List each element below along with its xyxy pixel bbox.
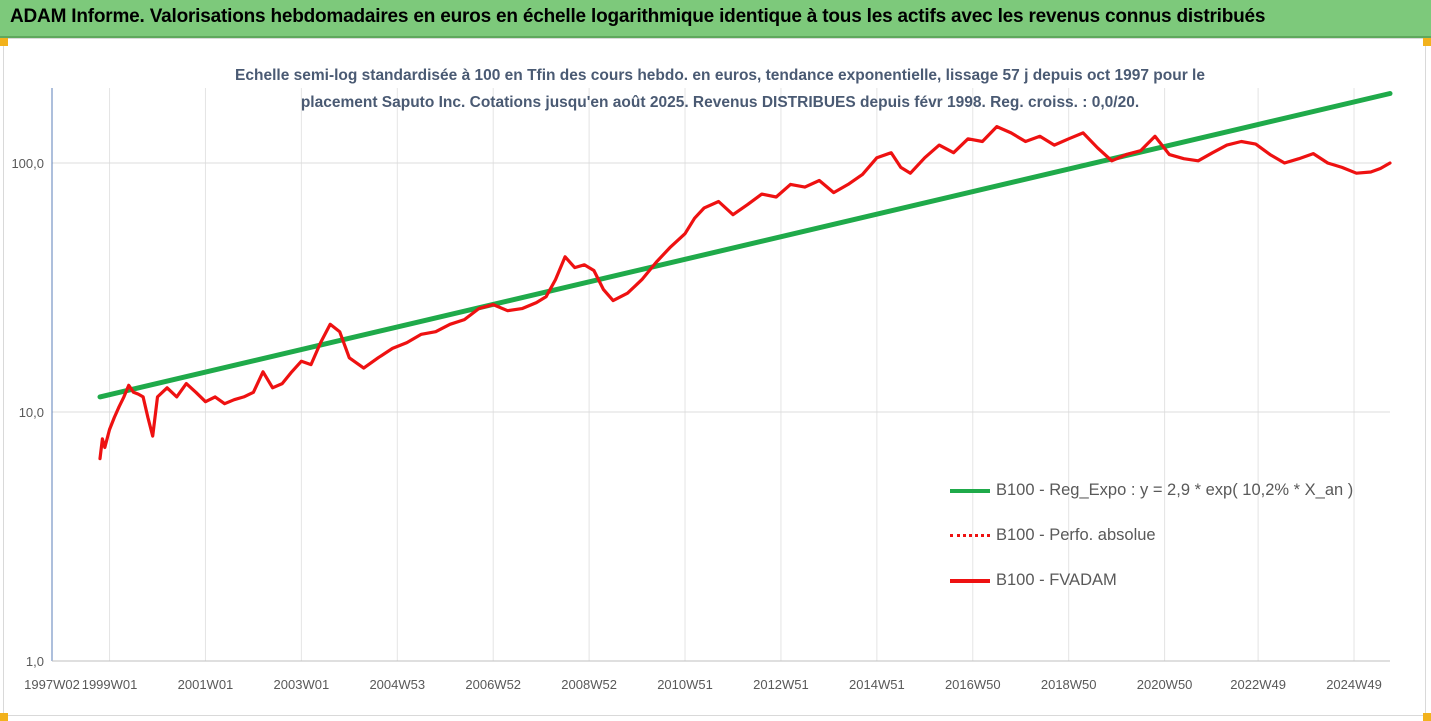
corner-marker-top-right — [1423, 38, 1431, 46]
chart-subtitle-line-2: placement Saputo Inc. Cotations jusqu'en… — [300, 94, 1140, 111]
regression-line — [97, 91, 1393, 400]
legend-swatch-regression — [950, 489, 990, 493]
x-tick-label: 2010W51 — [657, 677, 713, 692]
x-tick-label: 1997W02 — [24, 677, 80, 692]
banner-title: ADAM Informe. Valorisations hebdomadaire… — [10, 6, 1266, 27]
x-tick-label: 2001W01 — [178, 677, 234, 692]
chart-legend: B100 - Reg_Expo : y = 2,9 * exp( 10,2% *… — [950, 478, 1390, 613]
x-tick-label: 2003W01 — [274, 677, 330, 692]
x-tick-label: 2008W52 — [561, 677, 617, 692]
legend-label-regression: B100 - Reg_Expo : y = 2,9 * exp( 10,2% *… — [996, 481, 1354, 499]
legend-swatch-perfo — [950, 534, 990, 537]
chart-subtitle: Echelle semi-log standardisée à 100 en T… — [120, 62, 1320, 116]
x-axis-ticks: 1997W02 1999W01 2001W01 2003W01 2004W53 2006W… — [24, 677, 1382, 692]
corner-marker-bottom-left — [0, 713, 8, 721]
x-tick-label: 2004W53 — [369, 677, 425, 692]
x-tick-label: 2020W50 — [1137, 677, 1193, 692]
fvadam-series-line — [98, 125, 1392, 461]
chart-subtitle-line-1: Echelle semi-log standardisée à 100 en T… — [235, 67, 1205, 84]
x-tick-label: 1999W01 — [82, 677, 138, 692]
title-banner: ADAM Informe. Valorisations hebdomadaire… — [0, 0, 1431, 38]
corner-marker-top-left — [0, 38, 8, 46]
x-tick-label: 2018W50 — [1041, 677, 1097, 692]
legend-swatch-fvadam — [950, 579, 990, 583]
x-tick-label: 2012W51 — [753, 677, 809, 692]
legend-item-fvadam: B100 - FVADAM — [950, 568, 1390, 613]
x-tick-label: 2024W49 — [1326, 677, 1382, 692]
corner-marker-bottom-right — [1423, 713, 1431, 721]
y-axis-ticks: 1,0 10,0 100,0 — [11, 156, 44, 669]
y-tick-label: 1,0 — [26, 654, 44, 669]
y-tick-label: 100,0 — [11, 156, 44, 171]
x-tick-label: 2006W52 — [465, 677, 521, 692]
x-tick-label: 2014W51 — [849, 677, 905, 692]
grid-lines — [51, 88, 1390, 662]
y-tick-label: 10,0 — [19, 405, 44, 420]
legend-label-perfo: B100 - Perfo. absolue — [996, 526, 1156, 544]
chart-frame — [3, 38, 1426, 716]
legend-item-perfo: B100 - Perfo. absolue — [950, 523, 1390, 568]
legend-item-regression: B100 - Reg_Expo : y = 2,9 * exp( 10,2% *… — [950, 478, 1390, 523]
x-tick-label: 2022W49 — [1230, 677, 1286, 692]
series-lines — [97, 91, 1393, 461]
legend-label-fvadam: B100 - FVADAM — [996, 571, 1117, 589]
x-tick-label: 2016W50 — [945, 677, 1001, 692]
